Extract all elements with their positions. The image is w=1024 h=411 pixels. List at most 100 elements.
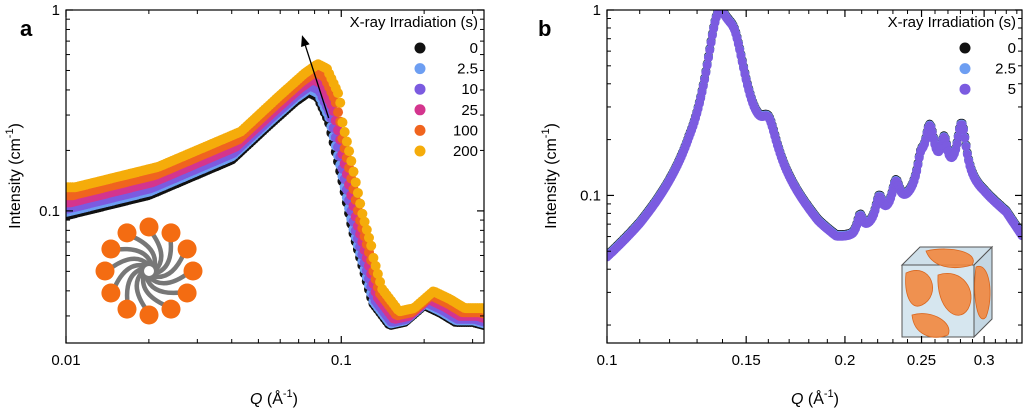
panel-a-label: a [20,16,33,41]
panel-b-label: b [538,16,551,41]
cubic-phase-inset-icon [900,245,994,339]
micelle-headgroup [183,261,203,281]
gyroid-surface [911,313,950,338]
data-point [348,166,359,177]
data-point [339,126,350,137]
micelle-headgroup [101,283,121,303]
y-tick-label: 1 [593,2,601,19]
legend-marker [414,63,426,75]
data-point [352,187,363,198]
data-point [707,30,717,40]
panel-a-ticks: 0.01 0.1 0.1 1 [39,2,484,369]
x-tick-label: 0.1 [331,352,352,369]
legend-entry-label: 0 [470,40,478,57]
x-tick-label: 0.25 [907,352,936,369]
data-point [479,303,484,314]
micelle-headgroup [117,299,137,319]
legend-marker [959,83,971,95]
data-point [702,60,712,70]
data-point [952,139,962,149]
data-point [335,97,346,108]
legend-entry-label: 25 [461,102,478,119]
data-point [703,53,713,63]
y-tick-label: 1 [52,2,60,19]
micelle-headgroup [117,223,137,243]
data-point [366,240,377,251]
panel-a-legend: 0 2.5 10 25 100 200 [414,40,478,160]
micelle-headgroup [139,305,159,325]
panel-b-ticks: 0.1 0.15 0.2 0.25 0.3 0.1 1 [580,2,1022,369]
data-point [350,177,361,188]
micelle-headgroup [101,239,121,259]
legend-marker [959,42,971,54]
legend-entry-label: 200 [453,143,478,160]
micelle-headgroup [95,261,115,281]
micelle-headgroup [161,223,181,243]
data-point [357,208,368,219]
micelle-headgroup [177,283,197,303]
trend-arrow-head [301,35,310,47]
y-tick-label: 0.1 [39,203,60,220]
panel-b-legend: 02.55 [959,40,1016,98]
data-point [341,136,352,147]
data-point [706,38,716,48]
legend-entry-label: 5 [1008,81,1016,98]
data-point [705,45,715,55]
panel-b-frame [606,9,1023,344]
data-point [359,216,370,227]
gyroid-surface [925,248,974,268]
panel-b-series [607,10,1022,262]
panel-a-ylabel: Intensity (cm-1) [4,123,24,229]
micelle-headgroup [139,217,159,237]
data-point [961,142,971,152]
legend-entry-label: 0 [1008,40,1016,57]
x-tick-label: 0.15 [732,352,761,369]
legend-marker [414,42,426,54]
gyroid-surface [937,273,972,316]
data-point [333,88,344,99]
legend-entry-label: 10 [461,81,478,98]
x-tick-label: 0.3 [974,352,995,369]
legend-marker [414,145,426,157]
data-point [913,160,923,170]
micelle-core [142,264,156,278]
x-tick-label: 0.01 [51,352,80,369]
legend-entry-label: 2.5 [995,61,1016,78]
x-tick-label: 0.2 [835,352,856,369]
legend-entry-label: 100 [453,122,478,139]
panel-a-legend-title: X-ray Irradiation (s) [350,14,478,31]
panel-b-xlabel: Q (Å-1) [791,388,839,408]
gyroid-surface [905,270,933,307]
data-point [960,133,970,143]
data-point [344,146,355,157]
data-point [1017,231,1022,241]
legend-marker [414,83,426,95]
panel-a: a 0.01 0.1 0.1 1 Q (Å-1) Intensity (cm-1) X… [4,2,485,408]
legend-marker [414,104,426,116]
data-point [337,117,348,128]
panel-b-ylabel: Intensity (cm-1) [540,123,560,229]
panel-a-series [66,59,484,331]
legend-marker [959,63,971,75]
data-point [372,268,383,279]
series-5 [607,10,1022,262]
legend-entry-label: 2.5 [457,61,478,78]
data-point [333,107,344,118]
data-point [363,232,374,243]
data-point [701,68,711,78]
trend-arrow [304,45,330,119]
panel-a-xlabel: Q (Å-1) [250,388,298,408]
data-point [700,75,710,85]
micelle-headgroup [177,239,197,259]
data-point [958,125,968,135]
y-tick-label: 0.1 [580,187,601,204]
micelle-inset-icon [95,217,203,325]
panel-b: b 0.1 0.15 0.2 0.25 0.3 0.1 1 Q (Å-1) Intensit… [538,2,1023,408]
data-point [370,260,381,271]
series-200 [66,59,484,317]
panel-b-legend-title: X-ray Irradiation (s) [888,14,1016,31]
data-point [361,224,372,235]
x-tick-label: 0.1 [597,352,618,369]
data-point [368,252,379,263]
